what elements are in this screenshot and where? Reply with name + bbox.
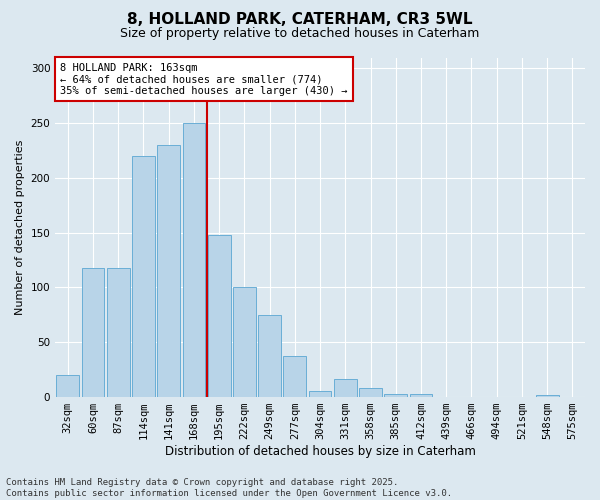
Text: Contains HM Land Registry data © Crown copyright and database right 2025.
Contai: Contains HM Land Registry data © Crown c… — [6, 478, 452, 498]
Bar — [309, 391, 331, 396]
Text: 8, HOLLAND PARK, CATERHAM, CR3 5WL: 8, HOLLAND PARK, CATERHAM, CR3 5WL — [127, 12, 473, 28]
Bar — [208, 234, 230, 396]
Bar — [182, 123, 205, 396]
Bar — [385, 394, 407, 396]
Bar — [258, 314, 281, 396]
Bar — [56, 374, 79, 396]
X-axis label: Distribution of detached houses by size in Caterham: Distribution of detached houses by size … — [164, 444, 476, 458]
Bar — [334, 379, 356, 396]
Bar — [283, 356, 306, 397]
Bar — [132, 156, 155, 396]
Bar — [410, 394, 433, 396]
Bar — [107, 268, 130, 396]
Bar — [233, 287, 256, 397]
Bar — [82, 268, 104, 396]
Text: Size of property relative to detached houses in Caterham: Size of property relative to detached ho… — [121, 28, 479, 40]
Text: 8 HOLLAND PARK: 163sqm
← 64% of detached houses are smaller (774)
35% of semi-de: 8 HOLLAND PARK: 163sqm ← 64% of detached… — [61, 62, 348, 96]
Bar — [157, 145, 180, 397]
Bar — [359, 388, 382, 396]
Y-axis label: Number of detached properties: Number of detached properties — [15, 140, 25, 314]
